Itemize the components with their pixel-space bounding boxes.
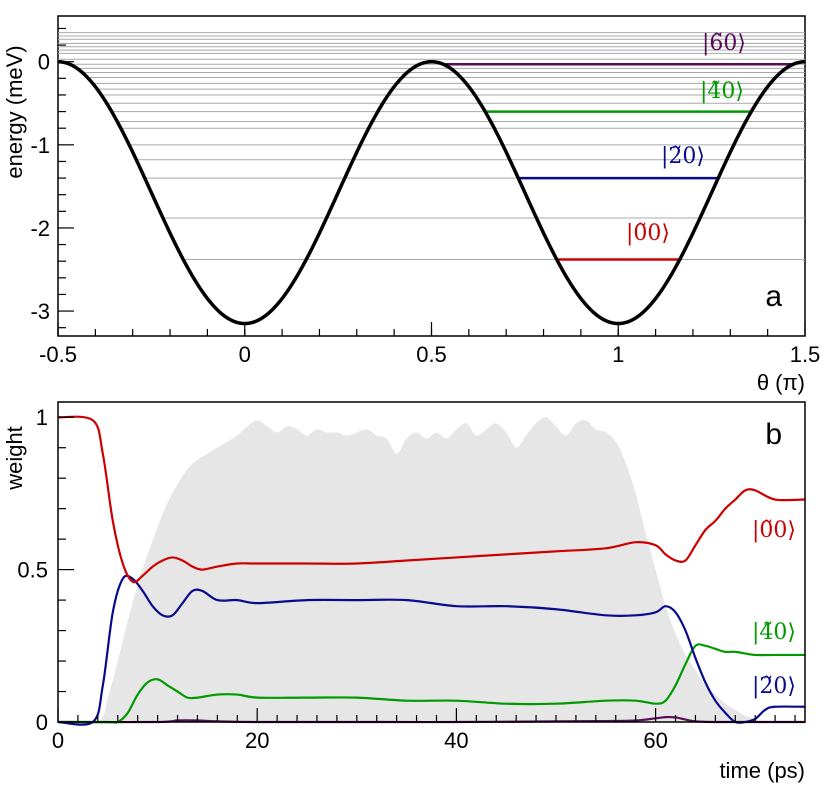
a-xtick-label-3: 1 bbox=[612, 342, 624, 367]
b-xtick-label-2: 40 bbox=[444, 728, 468, 753]
panel-a-highlighted-levels bbox=[443, 62, 794, 261]
a-ytick-label-1: -1 bbox=[30, 133, 50, 158]
level-label-40: |4̃0⟩ bbox=[700, 79, 744, 104]
pulse-envelope bbox=[58, 417, 805, 724]
panel-b-ticks: 0 20 40 60 0 0.5 1 bbox=[17, 405, 796, 753]
a-xtick-label-1: 0 bbox=[239, 342, 251, 367]
panel-a-gray-levels bbox=[58, 32, 805, 261]
panel-b-xlabel: time (ps) bbox=[719, 758, 805, 783]
b-ytick-label-1: 0.5 bbox=[17, 558, 48, 583]
series-label-40: |4̃0⟩ bbox=[752, 620, 796, 645]
series-line-2 bbox=[58, 643, 805, 724]
a-xtick-label-2: 0.5 bbox=[416, 342, 447, 367]
potential-curve bbox=[57, 59, 806, 326]
series-line-1 bbox=[57, 574, 806, 726]
series-label-00: |0̃0⟩ bbox=[752, 518, 796, 543]
level-label-00: |0̃0⟩ bbox=[626, 221, 670, 246]
series-label-20: |2̃0⟩ bbox=[752, 674, 796, 699]
a-xtick-label-0: -0.5 bbox=[39, 342, 77, 367]
b-xtick-label-0: 0 bbox=[52, 728, 64, 753]
b-xtick-label-1: 20 bbox=[245, 728, 269, 753]
panel-a-energy-diagram: -0.5 0 0.5 1 1.5 0 -1 -2 -3 a θ (π) energy (meV)… bbox=[2, 15, 821, 395]
level-label-20: |2̃0⟩ bbox=[661, 144, 705, 169]
b-ytick-label-0: 0 bbox=[36, 710, 48, 735]
panel-b-label: b bbox=[765, 418, 782, 451]
series-line-0 bbox=[57, 415, 806, 584]
panel-a-xlabel: θ (π) bbox=[757, 370, 805, 395]
level-label-60: |6̃0⟩ bbox=[702, 31, 746, 56]
panel-a-label: a bbox=[765, 280, 782, 313]
panel-b-frame bbox=[57, 401, 806, 723]
b-xtick-label-3: 60 bbox=[643, 728, 667, 753]
panel-a-ylabel: energy (meV) bbox=[2, 45, 27, 178]
a-xtick-label-4: 1.5 bbox=[790, 342, 821, 367]
panel-b-ylabel: weight bbox=[2, 426, 27, 491]
b-ytick-label-2: 1 bbox=[36, 405, 48, 430]
panel-a-ticks: -0.5 0 0.5 1 1.5 0 -1 -2 -3 bbox=[30, 27, 821, 367]
a-ytick-label-2: -2 bbox=[30, 216, 50, 241]
a-ytick-label-0: 0 bbox=[38, 50, 50, 75]
panel-b-weights: 0 20 40 60 0 0.5 1 b time (ps) weight |0̃0⟩ |4… bbox=[2, 401, 806, 783]
a-ytick-label-3: -3 bbox=[30, 299, 50, 324]
